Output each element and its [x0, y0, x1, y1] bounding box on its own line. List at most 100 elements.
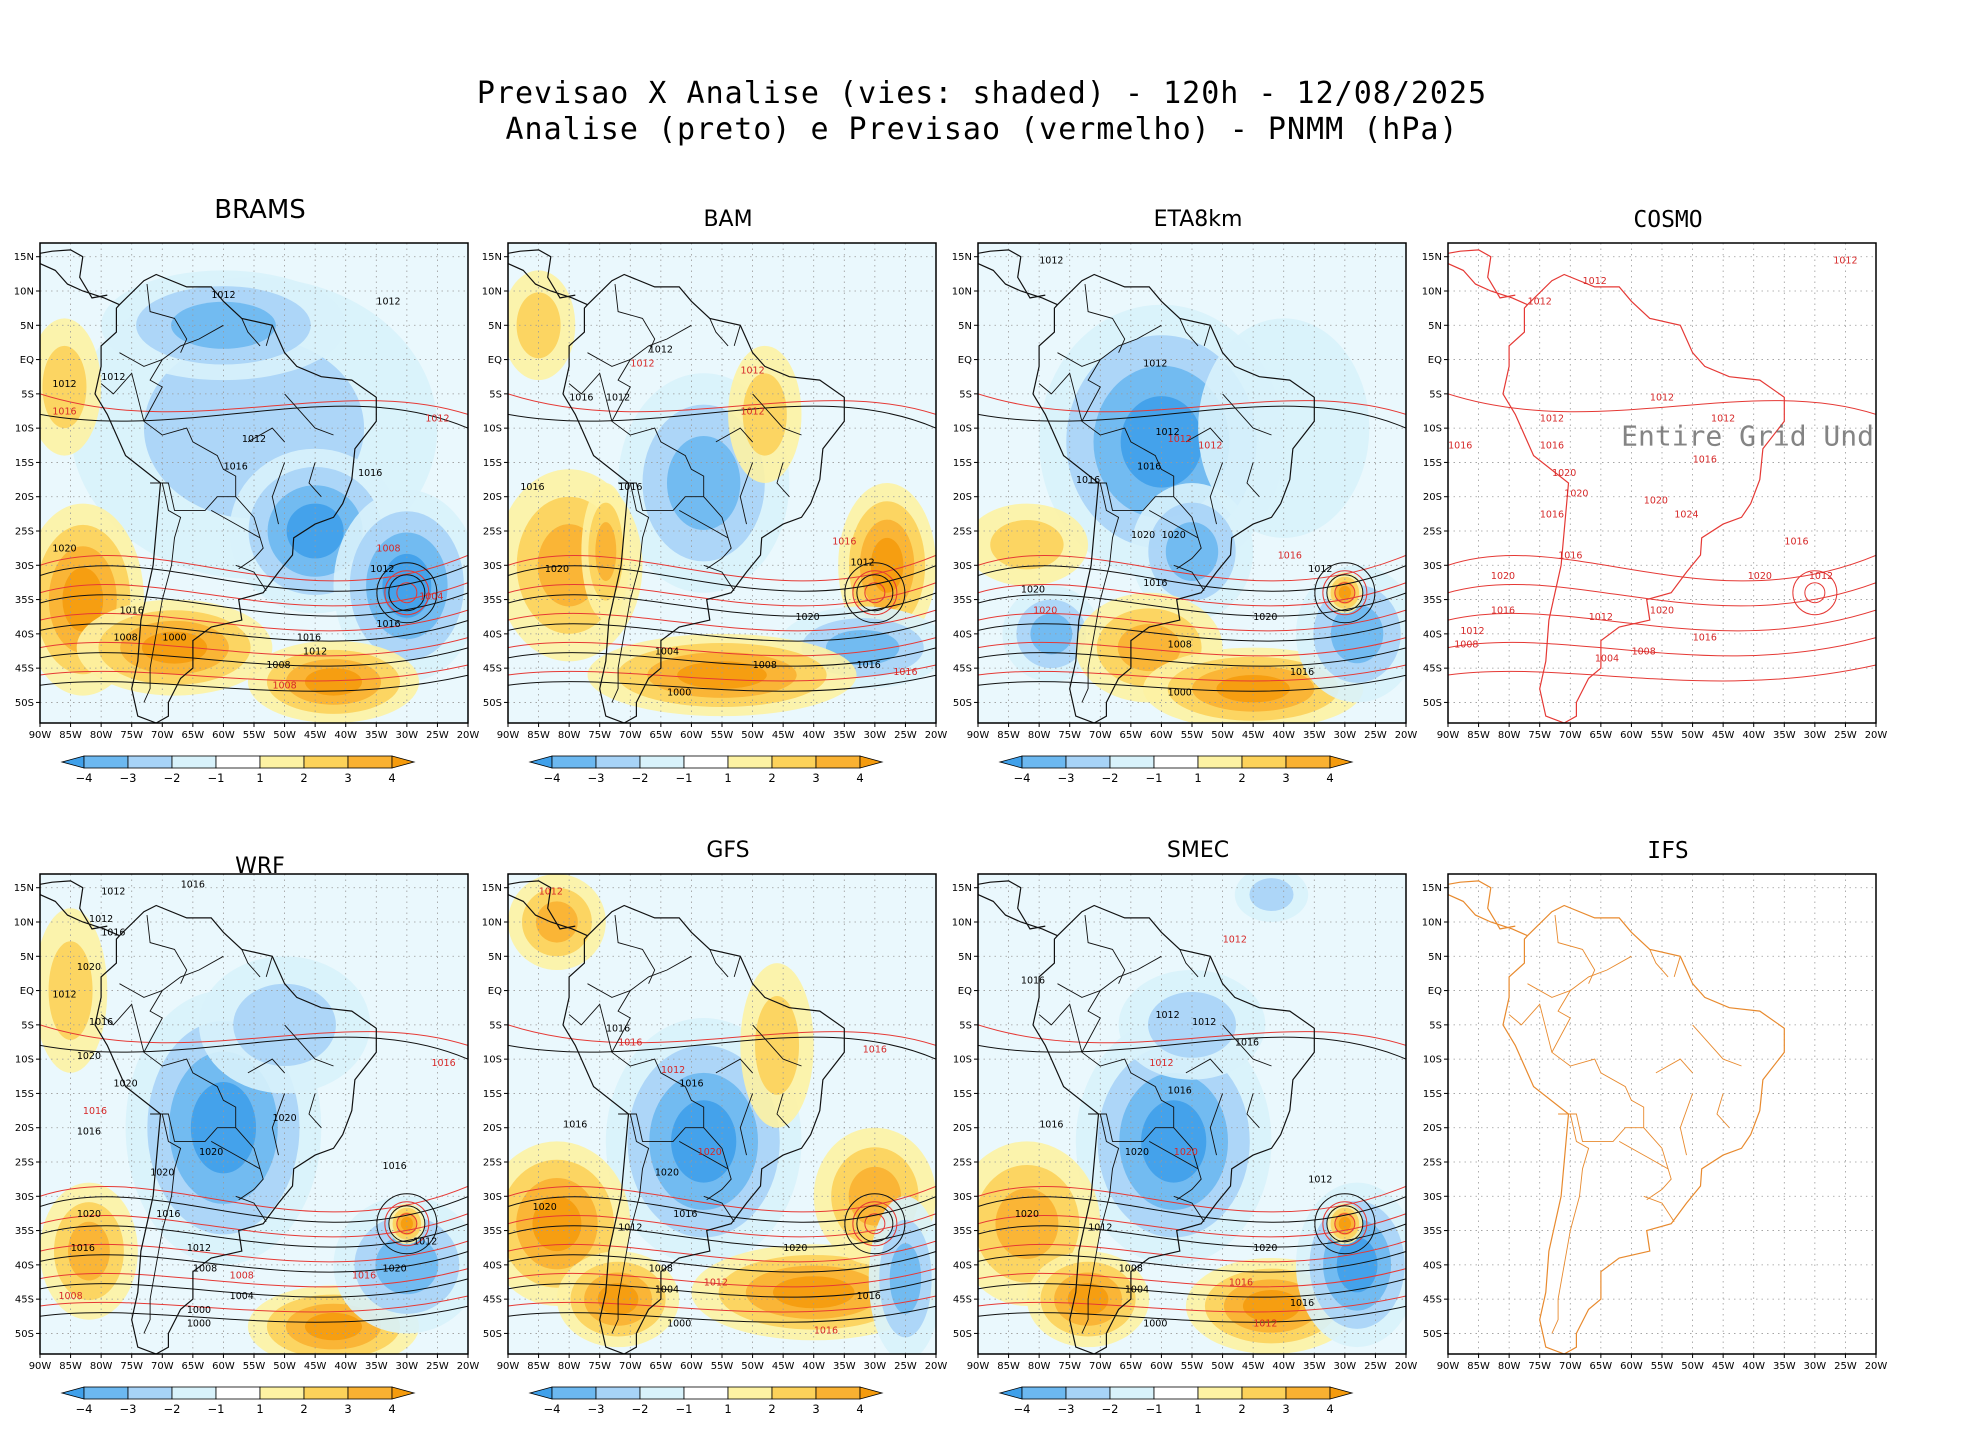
- lat-tick-label: 35S: [953, 595, 972, 606]
- colorbar-tick-label: 1: [256, 1402, 263, 1416]
- colorbar-tick-label: 3: [812, 771, 819, 785]
- isobar-contour: [508, 1250, 936, 1273]
- isobar-contour: [508, 1036, 936, 1060]
- contour-label: 1016: [1448, 441, 1472, 452]
- contour-label: 1012: [52, 989, 76, 1000]
- contour-label: 1012: [1143, 358, 1167, 369]
- lat-tick-label: 50S: [15, 1329, 34, 1340]
- colorbar-segment: [1109, 1386, 1155, 1400]
- lat-tick-label: 25S: [15, 527, 34, 538]
- contour-label: 1008: [266, 660, 290, 671]
- colorbar-segment: [1197, 1386, 1243, 1400]
- country-border: [611, 1113, 650, 1334]
- colorbar-tick-label: −1: [676, 1402, 693, 1416]
- colorbar-segment: [1153, 1386, 1199, 1400]
- contour-label: 1016: [1540, 441, 1564, 452]
- lon-tick-label: 45W: [1712, 1361, 1735, 1372]
- panel-map: 1012 1012 1012 1012 1016 1012 1012 1016 1016 1020…: [14, 242, 479, 785]
- bias-shade: [742, 373, 787, 456]
- colorbar-tick-label: −1: [208, 771, 225, 785]
- colorbar-segment: [83, 1386, 129, 1400]
- panel-map: 1012 1016 1012 1012 1016 1012 1016 1016 1020 1020…: [952, 873, 1417, 1416]
- lat-tick-label: 5N: [488, 321, 502, 332]
- lon-tick-label: 65W: [182, 1361, 205, 1372]
- colorbar-tick-label: −1: [208, 1402, 225, 1416]
- isobar-contour: [508, 609, 936, 632]
- contour-label: 1016: [814, 1325, 838, 1336]
- contour-label: 1020: [150, 1168, 174, 1179]
- country-border: [703, 1195, 735, 1222]
- colorbar-segment: [1109, 755, 1155, 769]
- lon-tick-label: 45W: [772, 1361, 795, 1372]
- lat-tick-label: 15N: [952, 252, 972, 263]
- panel-map: 15N 10N 5N EQ 5S 10S 15S 20S 25S 30S 35S 40S 45S 50S 9…: [1422, 873, 1887, 1372]
- coastline-south-america: [562, 904, 845, 1354]
- lon-tick-label: 40W: [1272, 1361, 1295, 1372]
- country-border: [715, 427, 753, 443]
- country-border: [1203, 956, 1211, 978]
- isobar-contour: [978, 1196, 1406, 1223]
- colorbar-segment: [259, 755, 305, 769]
- country-border: [1655, 1058, 1693, 1074]
- coastline-central-america: [40, 249, 120, 306]
- country-border: [247, 1058, 285, 1074]
- map-area: 1012 1016 1012 1012 1016 1012 1016 1016 1020 1020…: [978, 874, 1406, 1354]
- colorbar-tick-label: 3: [1282, 1402, 1289, 1416]
- country-border: [1209, 462, 1224, 525]
- isobar-contour: [978, 565, 1406, 592]
- isobar-contour: [40, 1196, 468, 1223]
- isobar-contour: [508, 1196, 936, 1223]
- colorbar-tick-label: 3: [1282, 771, 1289, 785]
- map-area: 1012 1016 1016 1016 1012 1016 1016 1020 1020 1016…: [508, 874, 936, 1354]
- country-border: [284, 1024, 334, 1067]
- lat-tick-label: 5S: [21, 1020, 34, 1031]
- contour-label: 1012: [413, 1236, 437, 1247]
- country-border: [1649, 949, 1669, 978]
- lat-tick-label: 25S: [15, 1158, 34, 1169]
- lat-tick-label: 20S: [953, 492, 972, 503]
- country-border: [587, 352, 631, 367]
- contour-label: 1016: [857, 660, 881, 671]
- panel-title: BRAMS: [214, 195, 306, 225]
- country-border: [1618, 1141, 1669, 1170]
- panel-title: GFS: [706, 838, 750, 863]
- contour-label: 1004: [655, 646, 679, 657]
- country-border: [1173, 564, 1205, 591]
- country-border: [241, 318, 261, 347]
- lat-tick-label: 30S: [953, 561, 972, 572]
- contour-label: 1016: [1168, 1085, 1192, 1096]
- lat-tick-label: 15S: [953, 1089, 972, 1100]
- isobar-contour: [844, 1193, 906, 1255]
- isobar-contour: [376, 562, 438, 624]
- country-border: [1527, 983, 1571, 998]
- country-border: [210, 510, 261, 539]
- lon-tick-label: 50W: [741, 730, 764, 741]
- lon-tick-label: 45W: [772, 730, 795, 741]
- colorbar-segment: [551, 755, 597, 769]
- lon-tick-label: 65W: [1120, 730, 1143, 741]
- map-area: [1448, 874, 1876, 1354]
- colorbar-tick-label: 1: [1194, 1402, 1201, 1416]
- isobar-contour: [1448, 664, 1876, 682]
- colorbar-tick-label: −3: [588, 1402, 605, 1416]
- lon-tick-label: 55W: [711, 1361, 734, 1372]
- lon-tick-label: 30W: [1804, 730, 1827, 741]
- lat-tick-label: 15S: [1423, 1089, 1442, 1100]
- lat-tick-label: 20S: [15, 492, 34, 503]
- isobar-contour: [978, 1223, 1406, 1248]
- contour-label: 1012: [1039, 256, 1063, 267]
- country-border: [1179, 949, 1199, 978]
- lat-tick-label: 20S: [1423, 1123, 1442, 1134]
- lon-tick-label: 20W: [457, 1361, 480, 1372]
- country-border: [1554, 915, 1596, 984]
- contour-label: 1016: [863, 1044, 887, 1055]
- contour-label: 1012: [1460, 626, 1484, 637]
- country-border: [1081, 1113, 1120, 1334]
- contour-label: 1008: [193, 1264, 217, 1275]
- isobar-contour: [508, 1278, 936, 1298]
- panel-cosmo: COSMO 1012 1012 1012 1012 1012 1012 1016 1016 101…: [1418, 195, 1888, 755]
- colorbar-segment: [127, 755, 173, 769]
- isobar-contour: [40, 1250, 468, 1273]
- bias-shade: [304, 668, 363, 696]
- country-border: [235, 1195, 267, 1222]
